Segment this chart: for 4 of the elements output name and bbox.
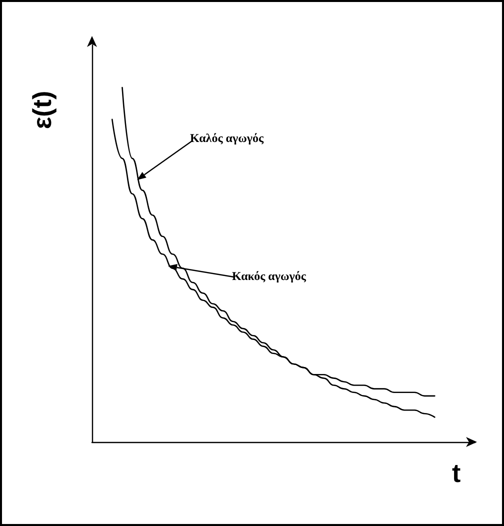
annotation: Κακός αγωγός bbox=[232, 269, 307, 283]
y-axis-title: ε(t) bbox=[27, 90, 57, 130]
annotation: Καλός αγωγός bbox=[190, 131, 264, 145]
x-axis-title: t bbox=[452, 458, 461, 488]
